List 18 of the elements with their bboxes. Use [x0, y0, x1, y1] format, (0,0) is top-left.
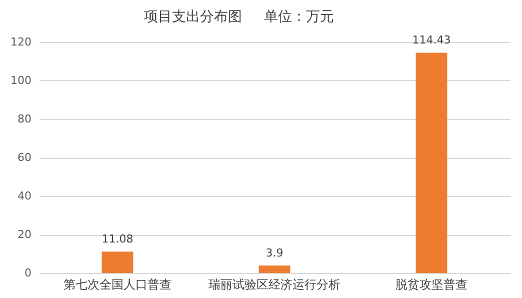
bar	[416, 52, 448, 273]
y-tick-label: 120	[10, 36, 32, 48]
text: 单位：万元	[264, 9, 334, 25]
x-tick-label: 第七次全国人口普查	[64, 278, 172, 292]
y-tick-label: 0	[24, 266, 32, 280]
bar	[258, 265, 290, 273]
y-tick-label: 20	[18, 228, 32, 241]
data-label: 114.43	[412, 34, 451, 47]
chart-title: 项目支出分布图	[144, 9, 242, 25]
x-tick-label: 脱贫攻坚普查	[396, 278, 468, 292]
data-label: 3.9	[266, 246, 284, 260]
y-tick-label: 100	[10, 74, 32, 87]
x-tick-label: 瑞丽试验区经济运行分析	[208, 278, 340, 292]
y-tick-label: 60	[18, 151, 32, 164]
y-tick-label: 80	[18, 112, 32, 126]
data-label: 11.08	[102, 232, 134, 246]
bar	[102, 252, 134, 273]
y-tick-label: 40	[18, 190, 32, 202]
